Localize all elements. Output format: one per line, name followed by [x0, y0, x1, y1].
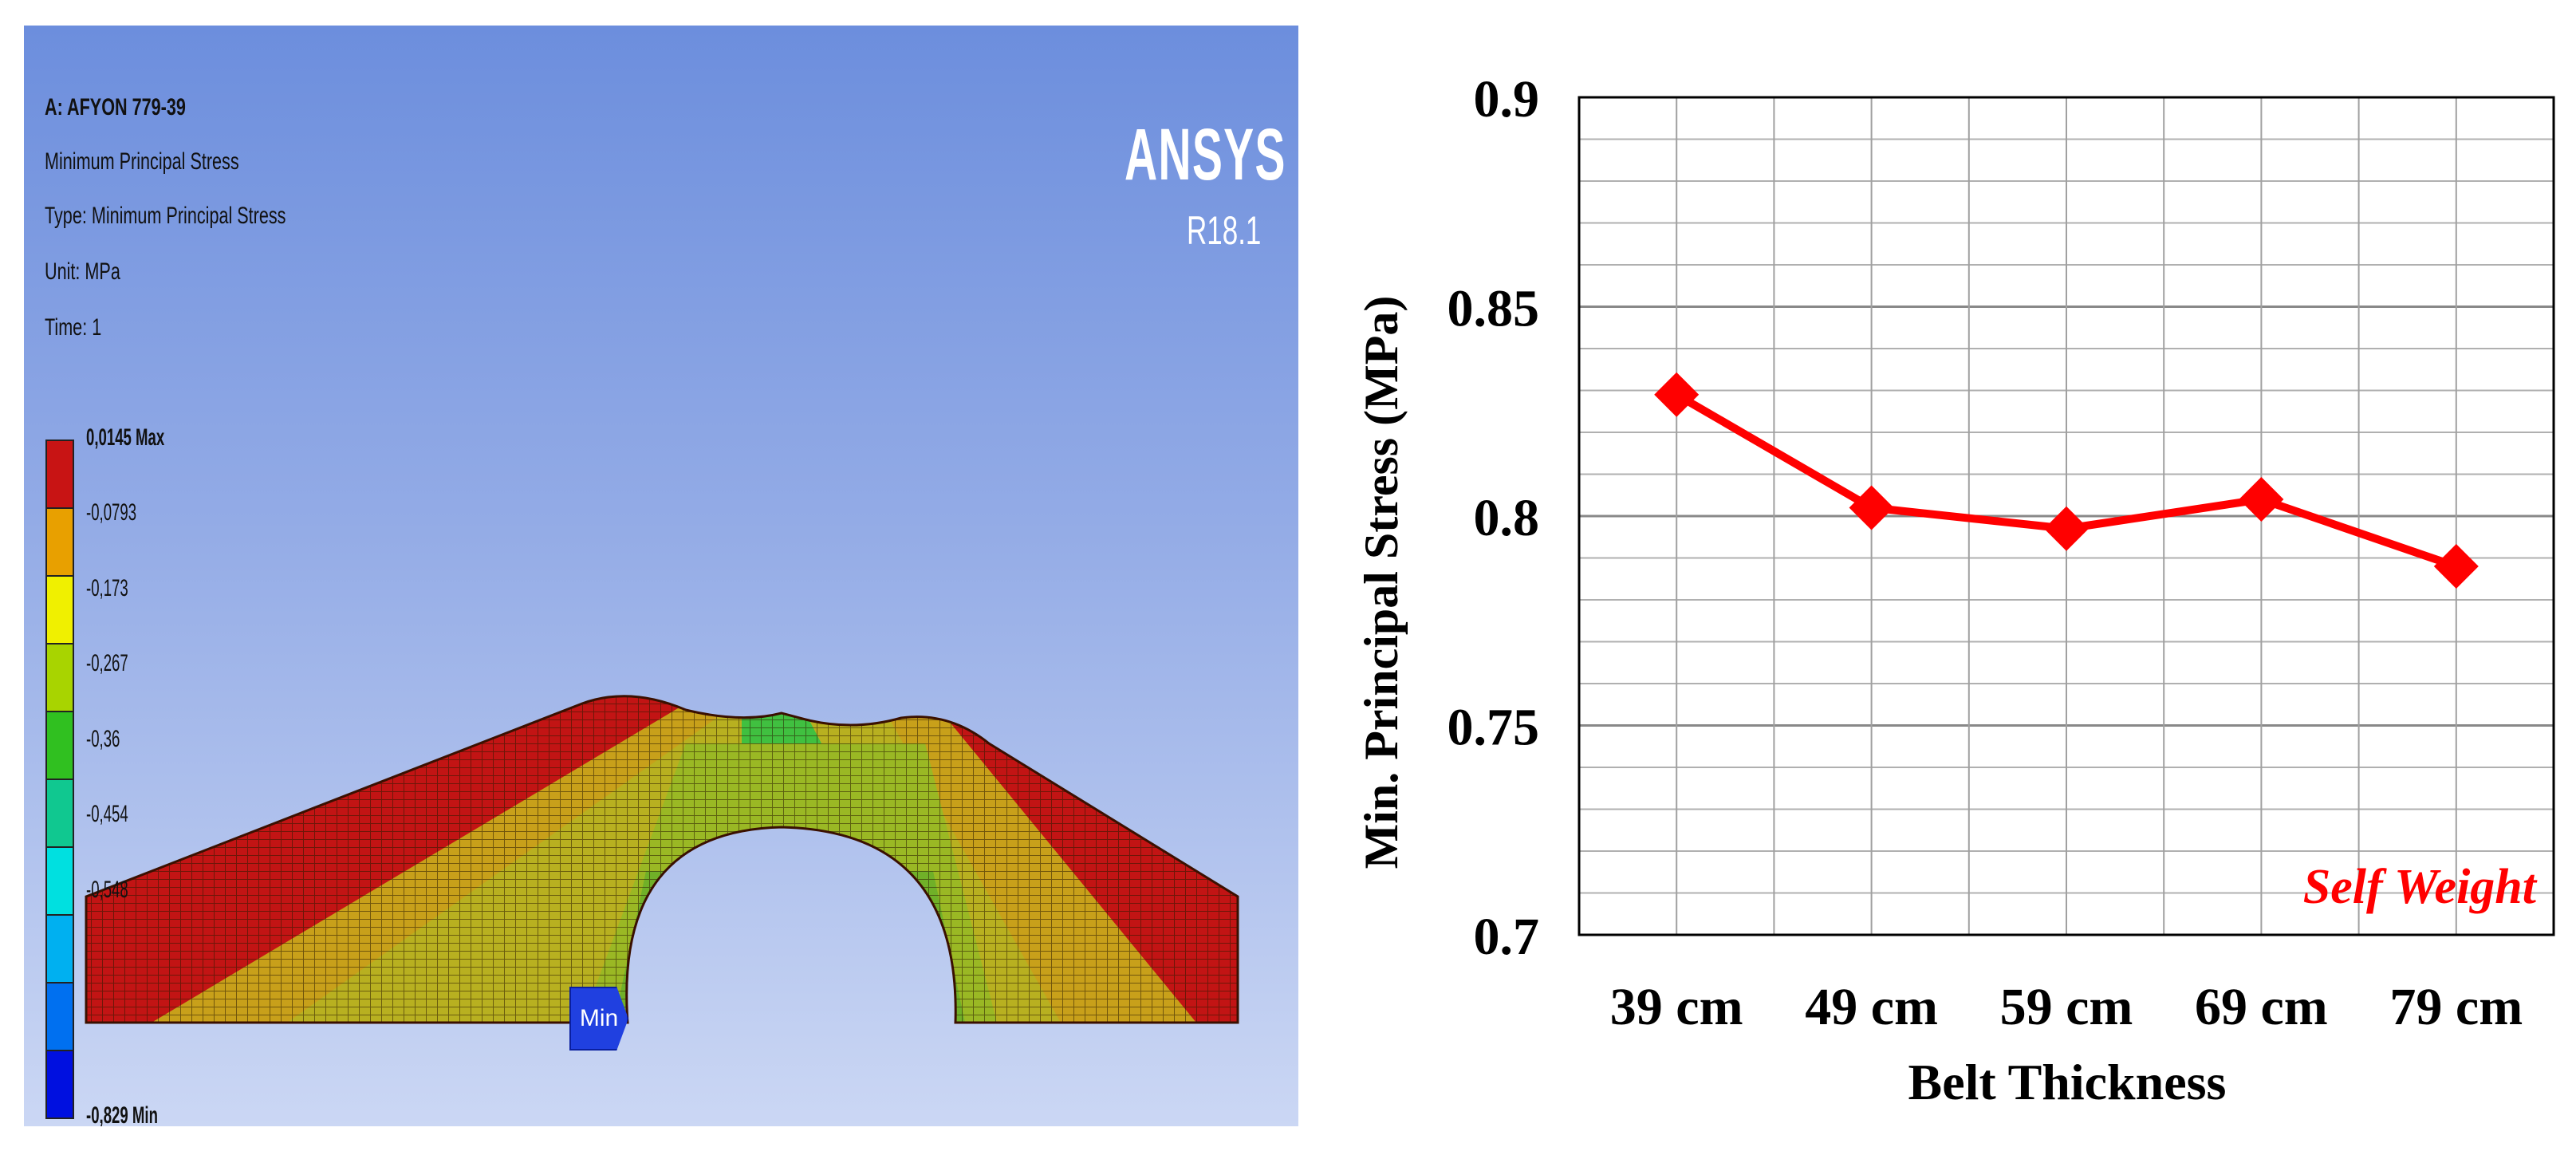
legend-swatch-3: [45, 643, 74, 712]
legend-color-bar: [45, 440, 74, 1119]
y-tick-label: 0.9: [1474, 70, 1540, 128]
legend-swatch-4: [45, 711, 74, 780]
model-title: A: AFYON 779-39: [45, 94, 186, 120]
data-point-marker: [2433, 544, 2479, 589]
legend-swatch-9: [45, 1050, 74, 1119]
legend-label-5: -0,454: [86, 801, 128, 828]
legend-label-2: -0,173: [86, 574, 128, 601]
x-axis-label: Belt Thickness: [1908, 1054, 2227, 1110]
legend-swatch-0: [45, 440, 74, 509]
data-point-marker: [2044, 506, 2089, 551]
x-tick-label: 79 cm: [2389, 978, 2523, 1036]
y-tick-labels: 0.9 0.85 0.8 0.75 0.7: [1448, 70, 1540, 966]
self-weight-annotation: Self Weight: [2303, 860, 2538, 914]
legend-swatch-2: [45, 575, 74, 645]
x-tick-label: 39 cm: [1610, 978, 1743, 1036]
stress-line-chart: 0.9 0.85 0.8 0.75 0.7 39 cm 49 cm 59 cm 69 cm 79…: [1355, 70, 2555, 1110]
legend-label-3: -0,267: [86, 650, 128, 677]
fea-mesh-plot: [45, 440, 1239, 1119]
series-points: [1654, 372, 2479, 589]
legend-swatch-1: [45, 507, 74, 577]
x-tick-label: 49 cm: [1805, 978, 1938, 1036]
legend-label-6: -0,548: [86, 876, 128, 903]
result-type: Type: Minimum Principal Stress: [45, 203, 286, 229]
data-point-marker: [2239, 477, 2284, 522]
ansys-contour-panel: A: AFYON 779-39 Minimum Principal Stress…: [24, 26, 1298, 1126]
data-point-marker: [1849, 485, 1894, 530]
ansys-version: R18.1: [1187, 208, 1262, 253]
min-marker: Min: [569, 987, 628, 1051]
y-axis-label: Min. Principal Stress (MPa): [1355, 296, 1408, 869]
legend-swatch-6: [45, 846, 74, 916]
x-tick-label: 59 cm: [2000, 978, 2133, 1036]
y-tick-label: 0.7: [1474, 908, 1540, 966]
x-tick-labels: 39 cm 49 cm 59 cm 69 cm 79 cm: [1610, 978, 2523, 1036]
legend-label-4: -0,36: [86, 725, 120, 752]
result-unit: Unit: MPa: [45, 258, 120, 285]
plot-frame: [1578, 96, 2555, 936]
x-tick-label: 69 cm: [2195, 978, 2328, 1036]
result-time: Time: 1: [45, 314, 102, 341]
result-name: Minimum Principal Stress: [45, 148, 239, 175]
y-tick-label: 0.75: [1448, 699, 1540, 757]
data-point-marker: [1654, 372, 1700, 417]
legend-label-1: -0,0793: [86, 499, 137, 526]
ansys-logo: ANSYS: [1125, 114, 1286, 195]
y-tick-label: 0.8: [1474, 489, 1540, 547]
y-tick-label: 0.85: [1448, 280, 1540, 338]
legend-swatch-8: [45, 982, 74, 1051]
legend-swatch-7: [45, 914, 74, 984]
legend-swatch-5: [45, 779, 74, 848]
legend-label-0: 0,0145 Max: [86, 424, 165, 451]
legend-label-9: -0,829 Min: [86, 1102, 158, 1126]
